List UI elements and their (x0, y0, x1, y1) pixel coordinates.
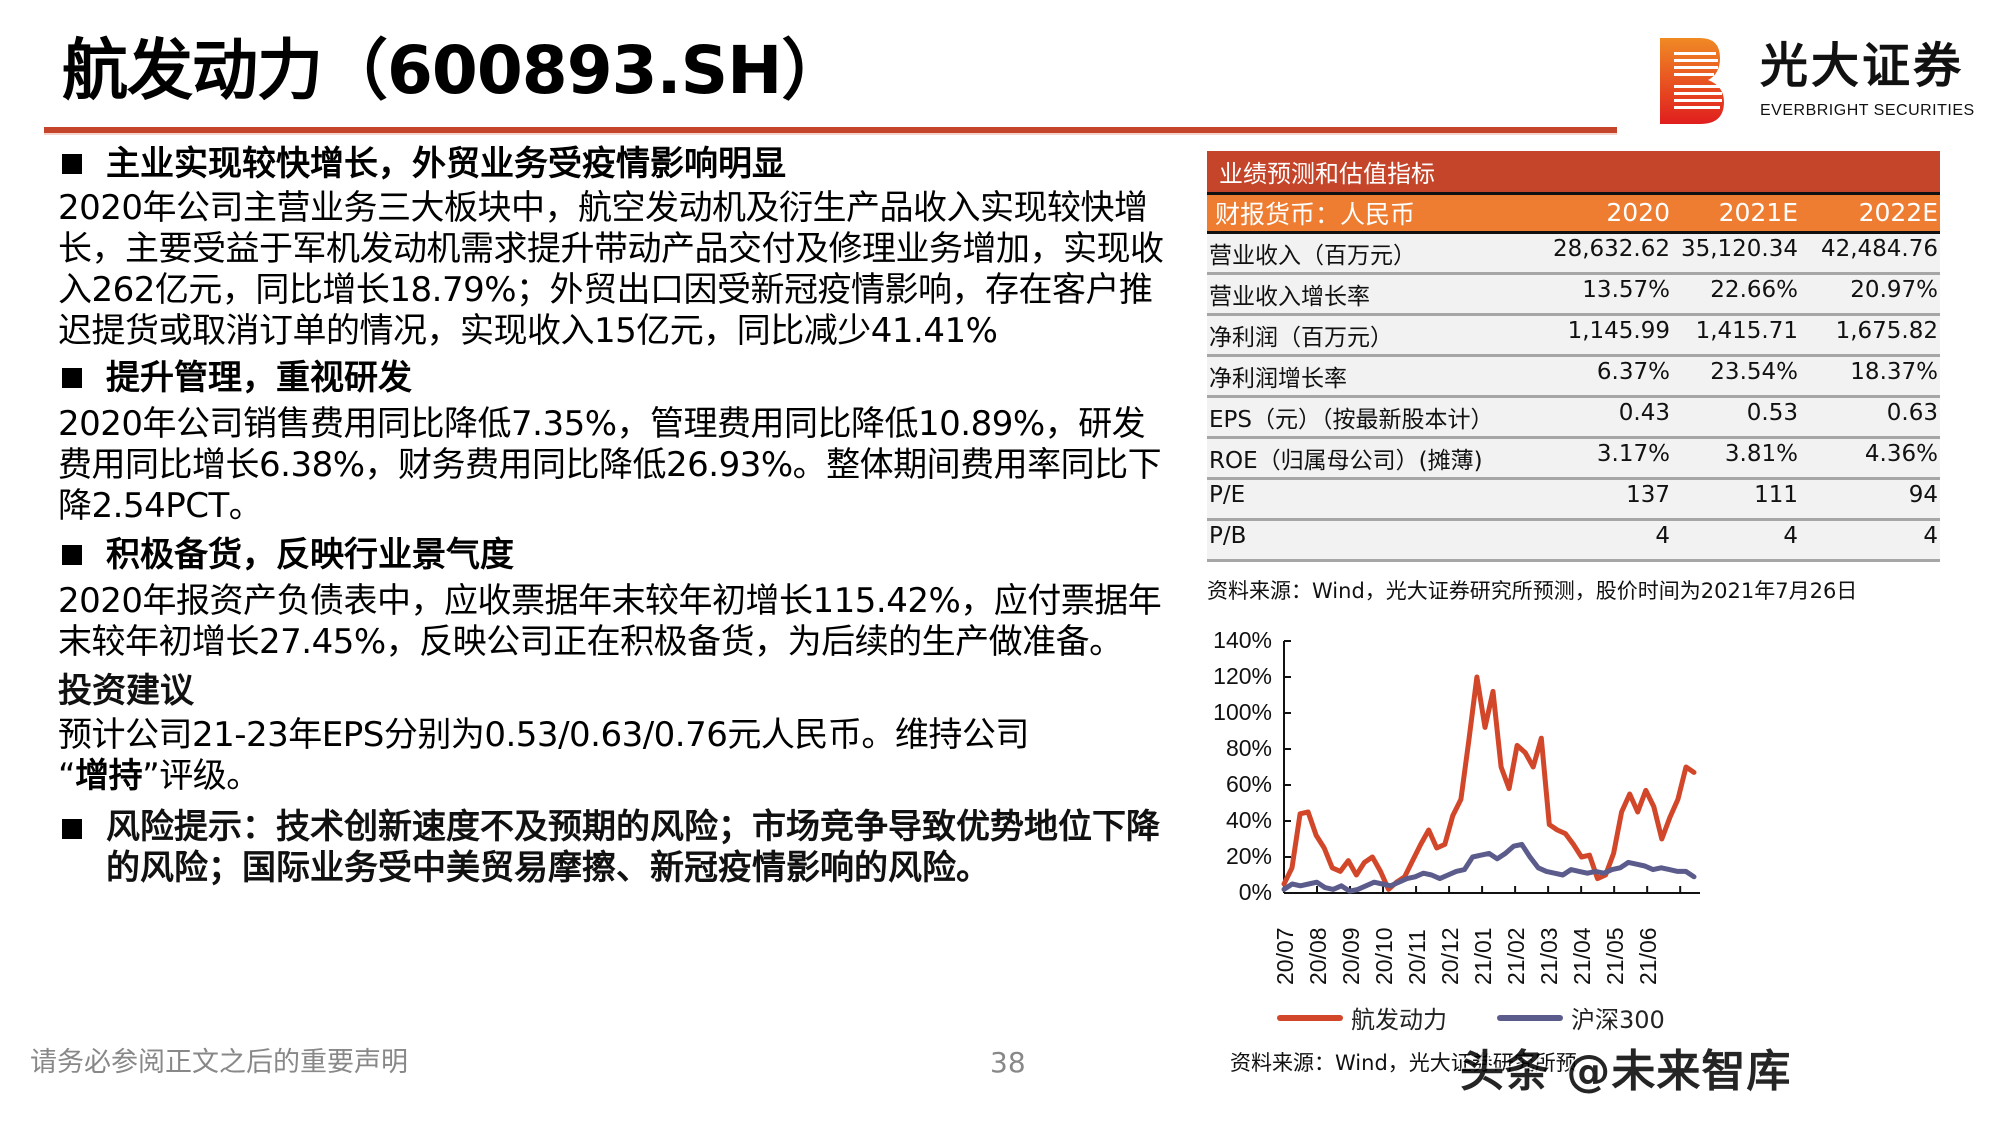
x-tick-label: 21/03 (1536, 927, 1563, 985)
chart-legend: 航发动力 沪深300 (1277, 1000, 1715, 1035)
investment-heading: 投资建议 (58, 671, 194, 711)
x-tick-label: 21/05 (1602, 927, 1629, 985)
everbright-logo: 光大证券 EVERBRIGHT SECURITIES (1660, 36, 1990, 130)
table-header-row: 财报货币：人民币 2020 2021E 2022E (1207, 193, 1940, 234)
legend-item-hangfa: 航发动力 (1277, 1000, 1447, 1035)
chart-source-note: 资料来源：Wind，光大证券研究所预 (1230, 1051, 1577, 1075)
section-heading: 主业实现较快增长，外贸业务受疫情影响明显 (58, 142, 1178, 186)
table-row: 营业收入增长率 13.57% 22.66% 20.97% (1207, 273, 1940, 316)
analysis-column: 主业实现较快增长，外贸业务受疫情影响明显 2020年公司主营业务三大板块中，航空… (58, 140, 1178, 889)
table-row: 营业收入（百万元） 28,632.62 35,120.34 42,484.76 (1207, 232, 1940, 275)
section-heading: 积极备货，反映行业景气度 (58, 533, 1178, 577)
square-bullet-icon (62, 154, 82, 174)
page-number: 38 (990, 1046, 1026, 1079)
legend-swatch (1497, 1014, 1563, 1021)
x-tick-label: 21/04 (1569, 927, 1596, 985)
section-body: 2020年公司销售费用同比降低7.35%，管理费用同比降低10.89%，研发费用… (58, 404, 1162, 526)
everbright-b-icon (1660, 38, 1724, 124)
rating-label: 增持 (75, 756, 143, 796)
y-tick-label: 40% (1225, 807, 1272, 833)
x-tick-label: 20/09 (1338, 927, 1365, 985)
table-caption-row: 业绩预测和估值指标 (1207, 151, 1940, 195)
x-tick-label: 21/06 (1635, 927, 1662, 985)
legend-item-hs300: 沪深300 (1497, 1000, 1665, 1035)
y-tick-label: 120% (1213, 663, 1272, 689)
line-chart-plot (1281, 640, 1700, 894)
y-tick-label: 0% (1238, 879, 1272, 905)
risk-warning: 风险提示：技术创新速度不及预期的风险；市场竞争导致优势地位下降的风险；国际业务受… (58, 807, 1178, 889)
section-body: 2020年公司主营业务三大板块中，航空发动机及衍生产品收入实现较快增长，主要受益… (58, 188, 1164, 351)
x-tick-label: 20/07 (1272, 927, 1298, 985)
square-bullet-icon (62, 819, 82, 839)
forecast-valuation-table: 业绩预测和估值指标 财报货币：人民币 2020 2021E 2022E 营业收入… (1207, 151, 1940, 562)
x-tick-label: 20/08 (1305, 927, 1332, 985)
x-tick-label: 20/11 (1404, 929, 1431, 985)
section-body: 2020年报资产负债表中，应收票据年末较年初增长115.42%，应付票据年末较年… (58, 581, 1162, 662)
table-source-note: 资料来源：Wind，光大证券研究所预测，股价时间为2021年7月26日 (1207, 579, 1858, 603)
x-tick-label: 20/10 (1371, 927, 1398, 985)
title-divider (44, 127, 1617, 133)
table-row: 净利润增长率 6.37% 23.54% 18.37% (1207, 355, 1940, 398)
y-tick-label: 20% (1225, 843, 1272, 869)
x-tick-label: 21/02 (1503, 927, 1530, 985)
y-tick-label: 140% (1213, 627, 1272, 653)
table-row: EPS（元）（按最新股本计） 0.43 0.53 0.63 (1207, 396, 1940, 439)
y-tick-label: 100% (1213, 699, 1272, 725)
page-title: 航发动力（600893.SH） (62, 32, 847, 109)
table-row: P/E 137 111 94 (1207, 478, 1940, 521)
watermark: 头条 @未来智库 (1460, 1046, 1792, 1097)
disclaimer-note: 请务必参阅正文之后的重要声明 (30, 1047, 408, 1078)
x-tick-label: 21/01 (1470, 927, 1497, 985)
square-bullet-icon (62, 545, 82, 565)
logo-chinese-name: 光大证券 (1760, 38, 1965, 94)
y-tick-label: 80% (1225, 735, 1272, 761)
legend-swatch (1277, 1014, 1343, 1021)
section-heading: 提升管理，重视研发 (58, 356, 1178, 400)
table-row: P/B 4 4 4 (1207, 519, 1940, 562)
logo-english-name: EVERBRIGHT SECURITIES (1760, 102, 1975, 119)
x-tick-label: 20/12 (1437, 927, 1464, 985)
table-row: 净利润（百万元） 1,145.99 1,415.71 1,675.82 (1207, 314, 1940, 357)
relative-performance-chart: 0% 20% 40% 60% 80% 100% 120% 140% 20/07 20/08 20/… (1200, 620, 1760, 1040)
y-tick-label: 60% (1225, 771, 1272, 797)
square-bullet-icon (62, 368, 82, 388)
table-row: ROE（归属母公司）(摊薄) 3.17% 3.81% 4.36% (1207, 437, 1940, 480)
title-divider-shadow (44, 133, 1617, 135)
investment-body: 预计公司21-23年EPS分别为0.53/0.63/0.76元人民币。维持公司 … (58, 715, 1029, 796)
